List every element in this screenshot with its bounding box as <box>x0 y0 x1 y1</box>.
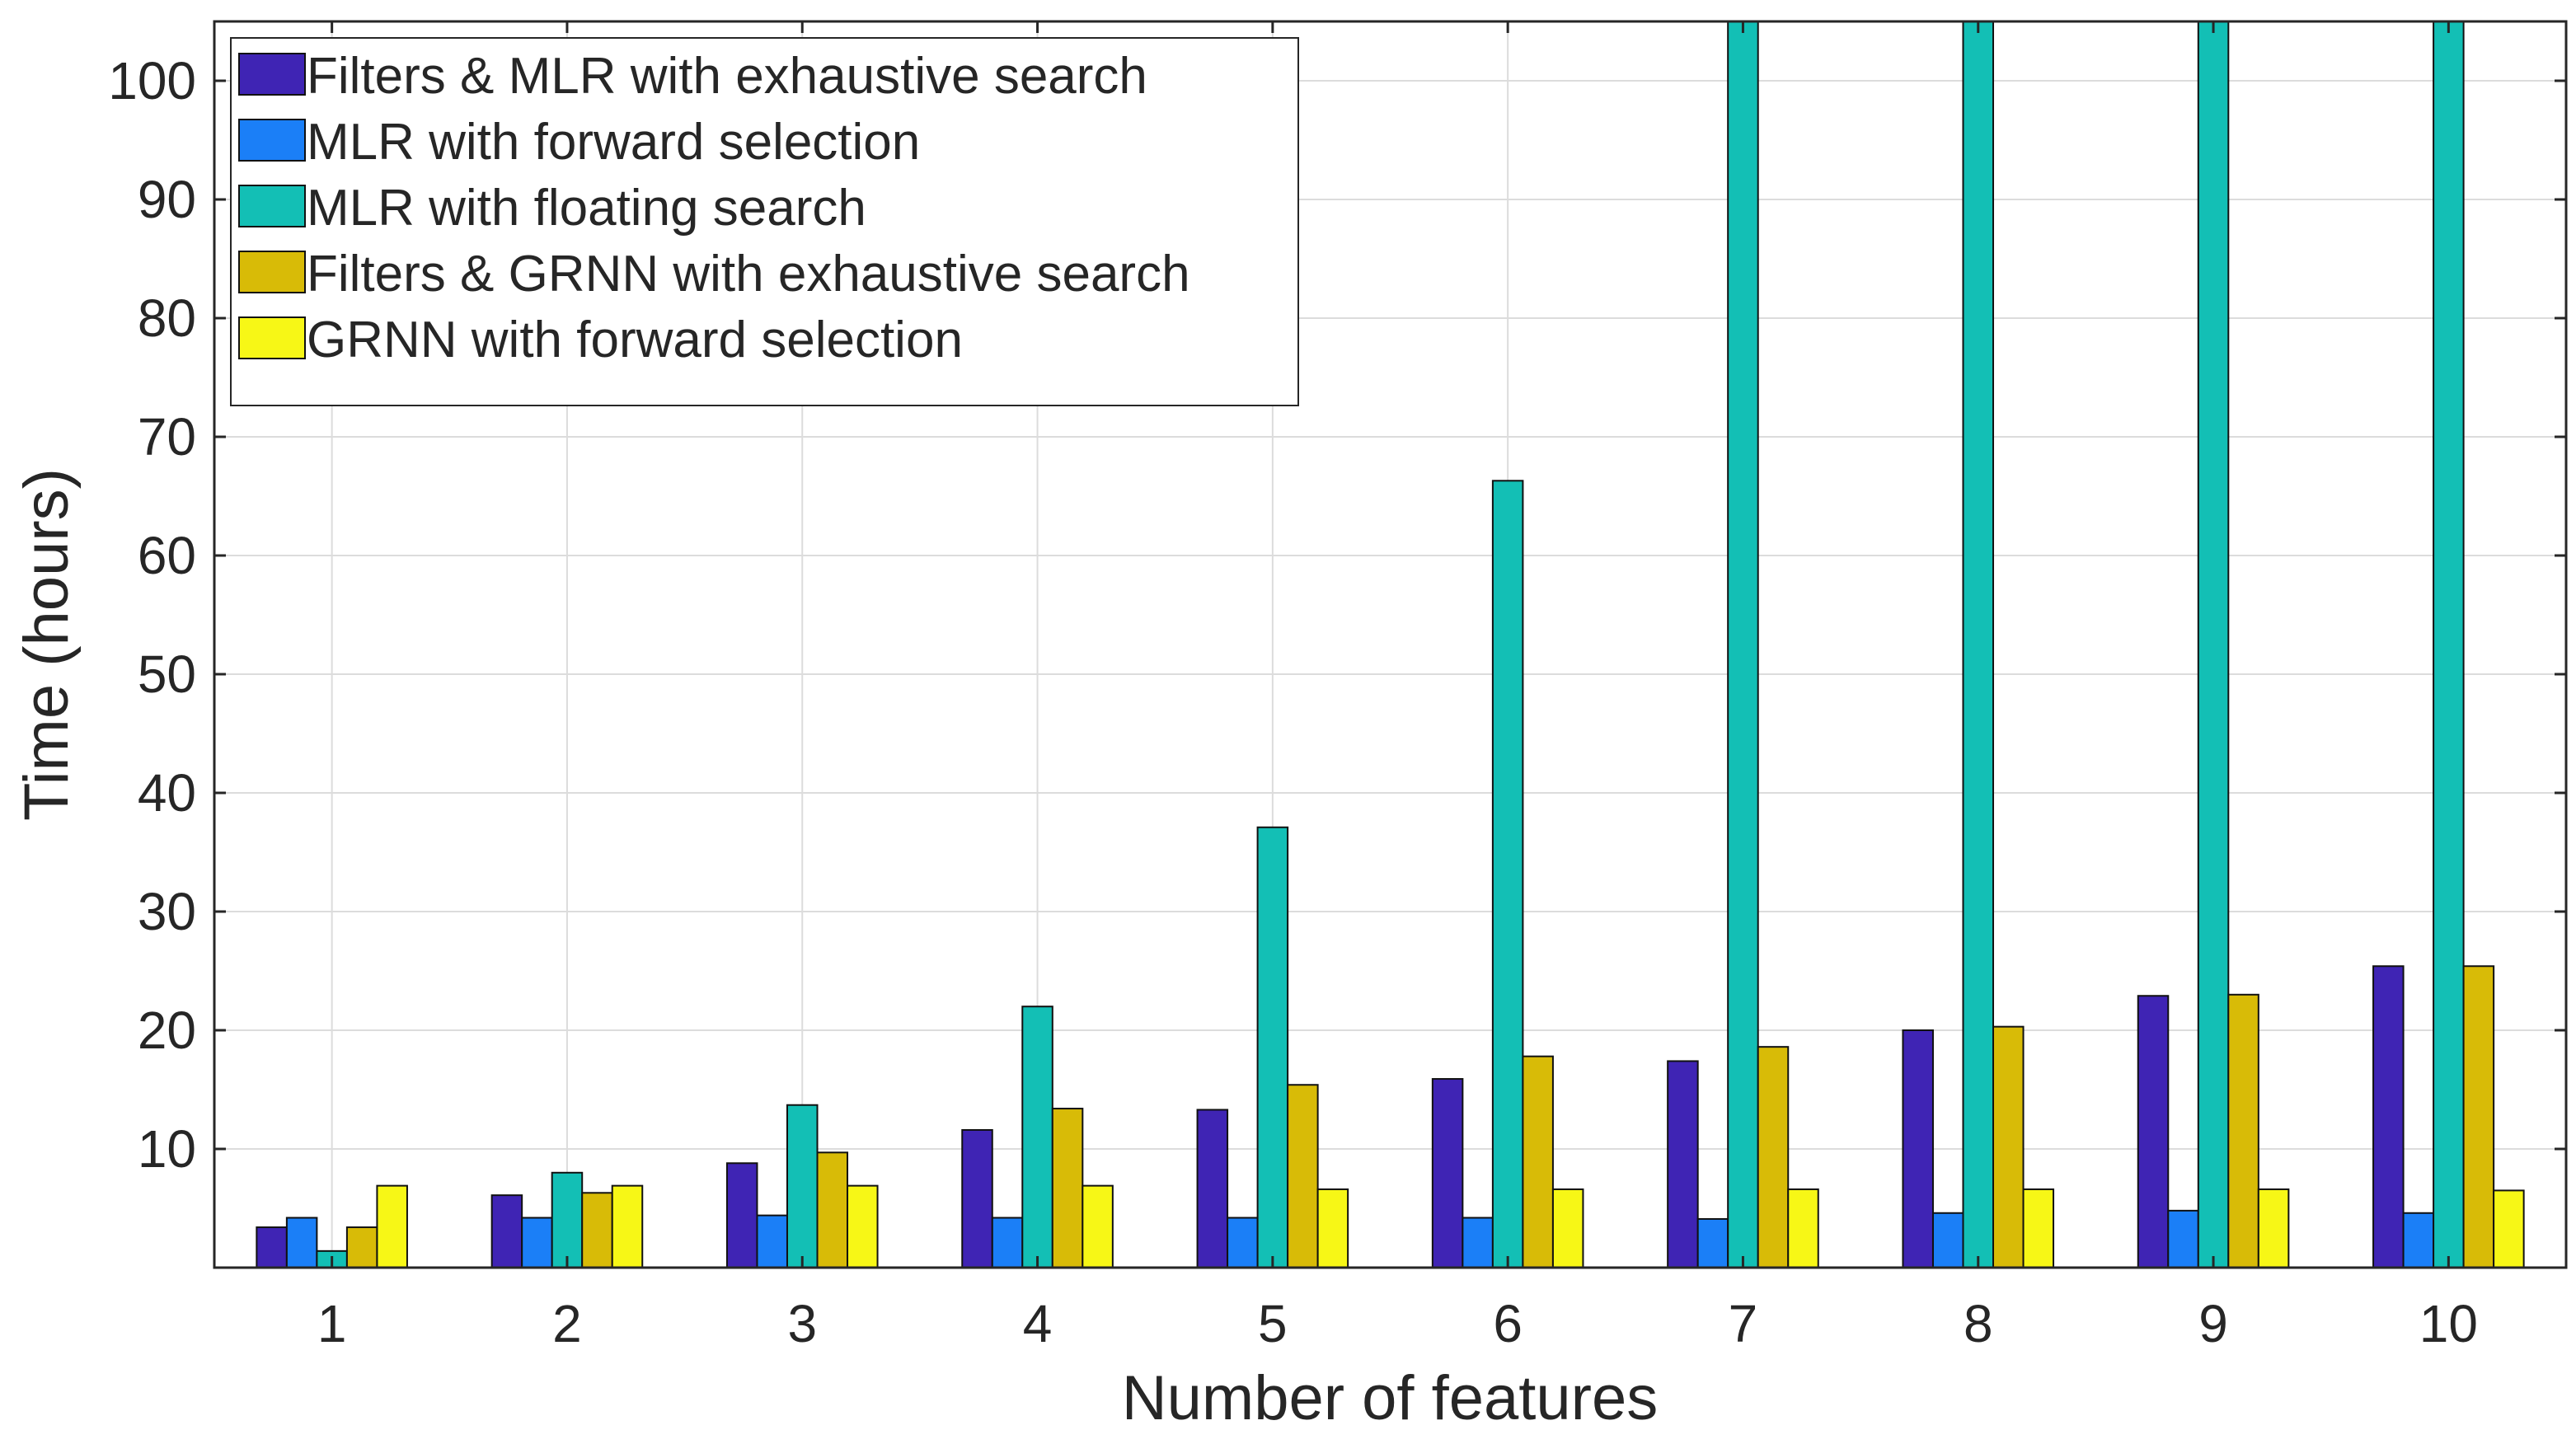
legend: Filters & MLR with exhaustive search MLR … <box>230 37 1299 406</box>
bar <box>1491 480 1524 1268</box>
bar <box>2493 1189 2525 1269</box>
legend-swatch <box>238 251 306 293</box>
x-tick-label: 7 <box>1729 1294 1758 1353</box>
x-tick-label: 3 <box>787 1294 817 1353</box>
y-tick-label: 30 <box>138 882 196 941</box>
y-tick-label: 100 <box>108 51 196 110</box>
y-tick-label: 20 <box>138 1001 196 1060</box>
bar <box>991 1217 1024 1269</box>
bar <box>1902 1029 1934 1268</box>
bar <box>1431 1078 1464 1269</box>
bar <box>961 1128 993 1268</box>
y-tick-label: 70 <box>138 407 196 466</box>
plot-frame <box>213 20 2568 1269</box>
bar <box>1962 21 1995 1268</box>
bar <box>521 1217 553 1269</box>
legend-swatch <box>238 119 306 162</box>
x-tick-label: 9 <box>2198 1294 2228 1353</box>
bar <box>2462 965 2495 1268</box>
grid-lines <box>214 21 2566 1268</box>
bar <box>2433 21 2465 1268</box>
bar <box>2167 1209 2199 1269</box>
bar <box>2372 965 2405 1268</box>
bar <box>2257 1188 2290 1268</box>
bar <box>725 1162 758 1269</box>
y-tick-label: 50 <box>138 645 196 704</box>
bar <box>1021 1006 1053 1268</box>
bar <box>1727 21 1759 1268</box>
bar <box>1051 1108 1084 1269</box>
legend-label: Filters & MLR with exhaustive search <box>307 48 1147 105</box>
x-tick-label: 10 <box>2419 1294 2478 1353</box>
bar <box>1196 1109 1229 1268</box>
bar <box>1992 1025 2025 1269</box>
bar <box>1787 1188 1819 1268</box>
x-tick-label: 6 <box>1493 1294 1523 1353</box>
bar <box>1522 1055 1554 1269</box>
bar <box>1227 1217 1259 1269</box>
x-tick-label: 8 <box>1964 1294 1993 1353</box>
bar <box>1931 1212 1964 1269</box>
y-tick-label: 60 <box>138 526 196 585</box>
legend-swatch <box>238 185 306 227</box>
x-axis-title: Number of features <box>1122 1363 1659 1433</box>
x-tick-label: 2 <box>552 1294 582 1353</box>
bar <box>1256 826 1289 1268</box>
legend-label: GRNN with forward selection <box>307 312 963 368</box>
bar <box>1667 1060 1699 1268</box>
bar <box>2197 21 2230 1268</box>
bar <box>847 1184 879 1269</box>
bar <box>1757 1046 1790 1269</box>
bar <box>490 1194 523 1269</box>
y-tick-label: 80 <box>138 288 196 348</box>
y-tick-label: 10 <box>138 1119 196 1179</box>
y-axis-title: Time (hours) <box>12 468 82 821</box>
bar <box>1696 1217 1729 1268</box>
bar <box>1462 1217 1494 1269</box>
y-tick-label: 40 <box>138 763 196 823</box>
bar <box>2022 1188 2055 1268</box>
bar <box>376 1184 408 1269</box>
bar <box>256 1226 288 1269</box>
legend-label: MLR with floating search <box>307 180 866 237</box>
x-tick-label: 5 <box>1258 1294 1288 1353</box>
bar <box>1316 1188 1349 1268</box>
bar <box>1551 1188 1584 1268</box>
bar <box>551 1171 584 1269</box>
bar <box>2227 993 2259 1269</box>
bar <box>756 1214 788 1269</box>
bar <box>581 1192 613 1269</box>
legend-swatch <box>238 316 306 359</box>
legend-label: MLR with forward selection <box>307 114 920 171</box>
bar <box>1082 1184 1114 1269</box>
bar <box>816 1151 849 1268</box>
y-tick-label: 90 <box>138 170 196 229</box>
bar <box>2402 1212 2435 1269</box>
x-tick-label: 4 <box>1023 1294 1053 1353</box>
bar <box>285 1217 318 1269</box>
bar <box>786 1104 819 1268</box>
legend-label: Filters & GRNN with exhaustive search <box>307 246 1190 302</box>
axis-ticks: 1 2 3 4 5 6 7 8 9 10 10 20 30 40 50 60 70 80 90 100 <box>108 21 2566 1353</box>
x-tick-label: 1 <box>317 1294 347 1353</box>
bar <box>345 1226 378 1269</box>
legend-box <box>230 37 1299 406</box>
legend-swatch <box>238 53 306 96</box>
bar <box>1287 1084 1319 1268</box>
bar <box>611 1184 644 1269</box>
bar <box>2137 995 2170 1268</box>
